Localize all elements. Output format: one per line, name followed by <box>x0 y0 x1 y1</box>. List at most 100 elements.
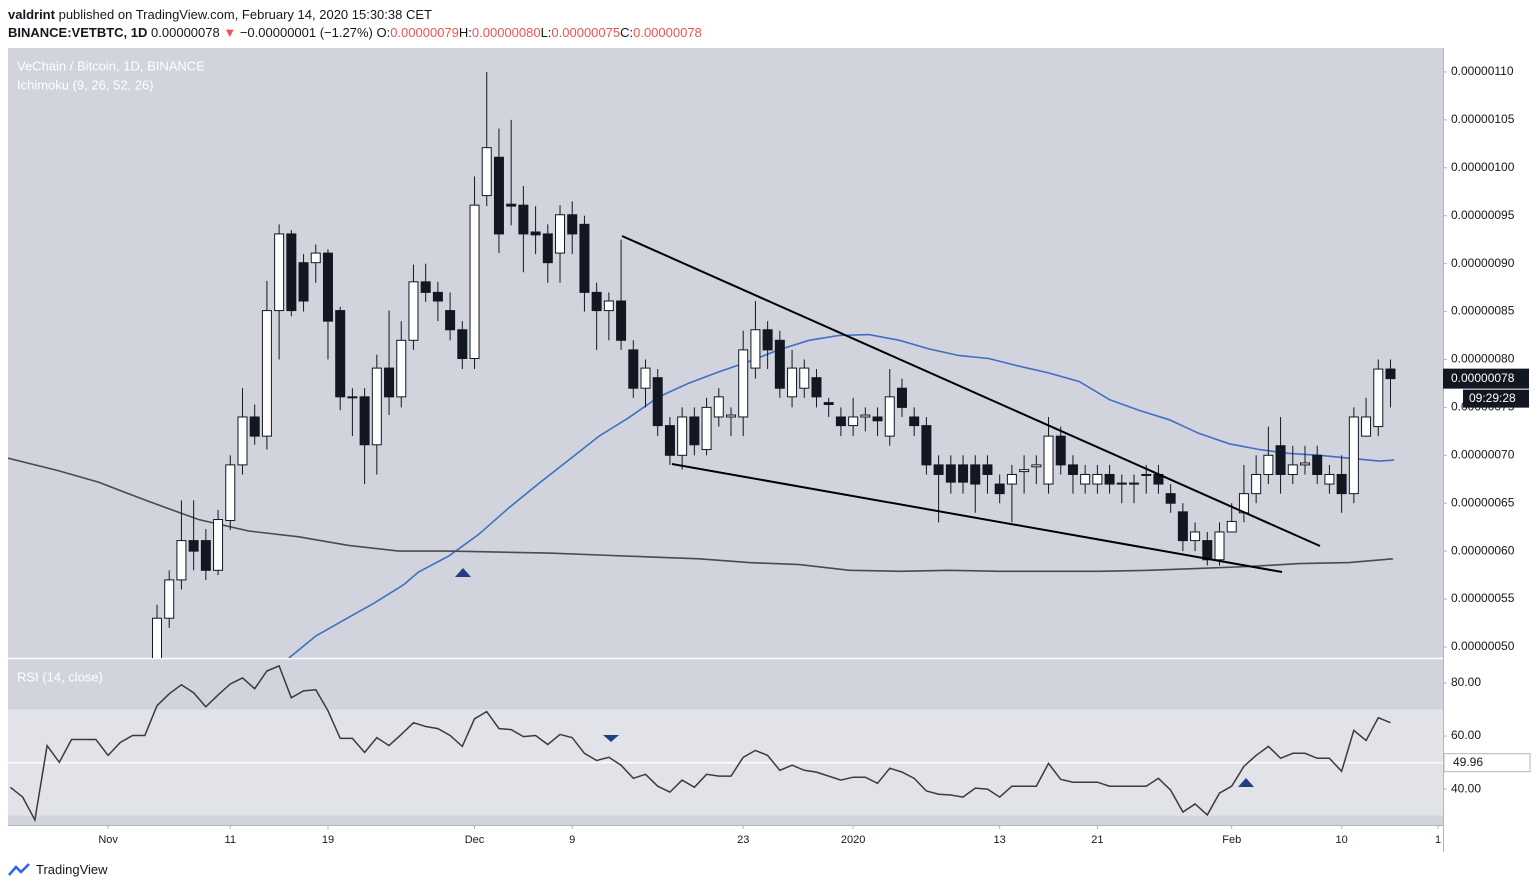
candle-body <box>872 416 883 422</box>
x-tick-label: 21 <box>1091 834 1103 846</box>
y-tick-label: 0.00000060 <box>1451 543 1515 557</box>
candle-body <box>261 310 272 437</box>
ohlc-key: L: <box>540 25 552 40</box>
candle-body <box>518 204 529 235</box>
y-tick-label: 0.00000100 <box>1451 160 1515 174</box>
candle-body <box>591 291 602 312</box>
y-tick-label: 0.00000095 <box>1451 208 1515 222</box>
candle-body <box>1251 473 1262 495</box>
candle-body <box>1312 454 1323 475</box>
candle-body <box>1104 473 1115 485</box>
candle-body <box>787 367 798 398</box>
candle-body <box>811 377 822 398</box>
y-tick-label: 40.00 <box>1451 781 1481 795</box>
candle-body <box>725 414 736 418</box>
change: −0.00000001 (−1.27%) <box>239 25 373 40</box>
brand: TradingView <box>36 862 108 877</box>
candle-body <box>408 281 419 341</box>
candle-body <box>481 147 492 197</box>
indicator-legend: Ichimoku (9, 26, 52, 26) <box>17 77 154 92</box>
candle-body <box>884 396 895 437</box>
candle-body <box>799 367 810 389</box>
candle-body <box>652 377 663 427</box>
candle-body <box>322 252 333 322</box>
rsi-legend: RSI (14, close) <box>17 669 103 684</box>
candle-body <box>982 464 993 475</box>
candle-body <box>493 156 504 235</box>
candle-body <box>469 204 480 360</box>
y-tick-label: 0.00000085 <box>1451 304 1515 318</box>
candle-body <box>396 339 407 398</box>
trend-line <box>671 463 1283 573</box>
candle-body <box>530 231 541 236</box>
candle-body <box>1116 482 1127 485</box>
candle-body <box>286 233 297 312</box>
rsi-value-label: 49.96 <box>1453 755 1483 769</box>
logo <box>8 862 30 876</box>
x-tick-label: 13 <box>994 834 1006 846</box>
candle-body <box>457 329 468 360</box>
ohlc-key: C: <box>620 25 634 40</box>
candle-body <box>848 416 859 427</box>
candle-body <box>1324 473 1335 485</box>
ohlc-key: O: <box>376 25 391 40</box>
candle-body <box>664 425 675 456</box>
candle-body <box>359 396 370 446</box>
header: valdrint published on TradingView.com, F… <box>8 6 702 42</box>
candle-body <box>1190 531 1201 542</box>
candle-body <box>1361 416 1372 437</box>
candle-body <box>1019 469 1030 473</box>
candle-body <box>335 310 346 398</box>
x-tick-label: 11 <box>225 834 236 846</box>
y-tick-label: 0.00000070 <box>1451 447 1515 461</box>
quote-line: BINANCE:VETBTC, 1D 0.00000078 ▼ −0.00000… <box>8 24 702 42</box>
candle-body <box>1299 462 1310 466</box>
candle-body <box>542 233 553 264</box>
last: 0.00000078 <box>151 25 220 40</box>
candle-body <box>384 367 395 398</box>
candle-body <box>298 262 309 302</box>
candle-body <box>1336 473 1347 495</box>
candle-body <box>738 349 749 418</box>
candle-body <box>677 416 688 456</box>
candle-body <box>164 579 175 619</box>
footer: TradingView <box>8 862 108 877</box>
candle-body <box>151 617 162 658</box>
x-tick-label: 1 <box>1435 834 1441 846</box>
candle-body <box>860 414 871 418</box>
candle-body <box>762 329 773 351</box>
author: valdrint <box>8 7 55 22</box>
change-arrow: ▼ <box>223 25 237 40</box>
candle-body <box>640 367 651 389</box>
rsi-line <box>9 664 1391 823</box>
price-label-box <box>1443 368 1529 389</box>
candle-body <box>310 252 321 264</box>
candle-body <box>579 223 590 293</box>
countdown-box <box>1463 389 1529 408</box>
ohlc-value: 0.00000078 <box>633 25 702 40</box>
y-tick-label: 80.00 <box>1451 675 1481 689</box>
ohlc-key: H: <box>458 25 472 40</box>
candle-body <box>432 291 443 302</box>
moving-average <box>8 457 1393 573</box>
candle-body <box>506 203 517 207</box>
candle-body <box>347 396 358 399</box>
candle-body <box>225 464 236 521</box>
x-tick-label: 10 <box>1336 834 1348 846</box>
y-tick-label: 0.00000105 <box>1451 112 1515 126</box>
y-tick-label: 0.00000050 <box>1451 639 1515 653</box>
publish-line: valdrint published on TradingView.com, F… <box>8 6 702 24</box>
y-tick-label: 0.00000080 <box>1451 352 1515 366</box>
candle-body <box>994 483 1005 495</box>
candle-body <box>1129 482 1140 485</box>
axes: 0.00000050 0.00000055 0.00000060 0.00000065… <box>98 64 1531 846</box>
candle-body <box>750 329 761 369</box>
candle-body <box>896 387 907 408</box>
x-tick-label: 9 <box>569 834 575 846</box>
symbol: BINANCE:VETBTC, 1D <box>8 25 148 40</box>
candle-body <box>567 214 578 235</box>
countdown: 09:29:28 <box>1469 391 1516 405</box>
drawings <box>455 235 1321 787</box>
candle-body <box>1348 416 1359 495</box>
candle-body <box>200 540 211 571</box>
